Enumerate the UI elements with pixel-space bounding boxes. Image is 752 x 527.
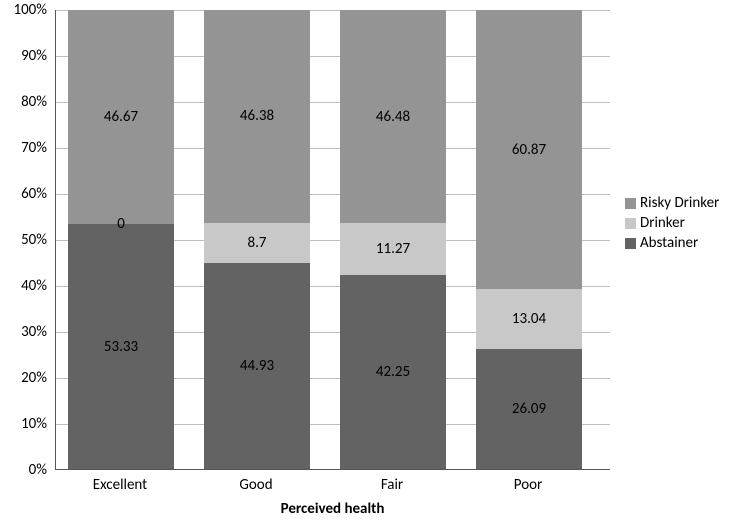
legend-swatch: [625, 198, 636, 209]
x-axis-title: Perceived health: [55, 500, 610, 518]
value-label: 42.25: [376, 363, 410, 381]
y-tick-label: 70%: [0, 139, 47, 157]
y-tick-label: 50%: [0, 231, 47, 249]
x-category-label: Poor: [514, 476, 543, 494]
y-tick-label: 40%: [0, 277, 47, 295]
value-label: 13.04: [512, 310, 546, 328]
chart-container: 53.33 0 46.67 44.93 8.7 46.38 42.25 11.27 46.48 2…: [0, 0, 752, 527]
legend-item: Drinker: [625, 215, 719, 231]
x-category-label: Fair: [381, 476, 403, 494]
y-tick-label: 80%: [0, 93, 47, 111]
bar-group: 53.33 0 46.67: [68, 10, 174, 469]
value-label: 53.33: [104, 338, 138, 356]
value-label: 26.09: [512, 400, 546, 418]
bar-group: 44.93 8.7 46.38: [204, 10, 310, 469]
value-label: 44.93: [240, 357, 274, 375]
legend: Risky Drinker Drinker Abstainer: [625, 195, 719, 251]
bar-group: 26.09 13.04 60.87: [476, 10, 582, 469]
value-label: 46.67: [104, 108, 138, 126]
plot-area: 53.33 0 46.67 44.93 8.7 46.38 42.25 11.27 46.48 2…: [55, 10, 610, 470]
x-category-label: Good: [239, 476, 272, 494]
y-tick-label: 10%: [0, 415, 47, 433]
y-tick-label: 90%: [0, 47, 47, 65]
legend-label: Abstainer: [640, 234, 698, 252]
value-label: 46.48: [376, 108, 410, 126]
legend-label: Drinker: [640, 214, 685, 232]
bar-group: 42.25 11.27 46.48: [340, 10, 446, 469]
y-tick-label: 100%: [0, 1, 47, 19]
value-label: 60.87: [512, 141, 546, 159]
y-tick-label: 30%: [0, 323, 47, 341]
legend-item: Abstainer: [625, 235, 719, 251]
legend-swatch: [625, 238, 636, 249]
y-tick-label: 0%: [0, 461, 47, 479]
legend-swatch: [625, 218, 636, 229]
value-label: 11.27: [376, 240, 410, 258]
value-label: 8.7: [248, 234, 267, 252]
y-tick-label: 20%: [0, 369, 47, 387]
legend-item: Risky Drinker: [625, 195, 719, 211]
value-label: 46.38: [240, 107, 274, 125]
value-label: 0: [117, 215, 125, 233]
y-tick-label: 60%: [0, 185, 47, 203]
legend-label: Risky Drinker: [640, 194, 719, 212]
x-category-label: Excellent: [93, 476, 147, 494]
